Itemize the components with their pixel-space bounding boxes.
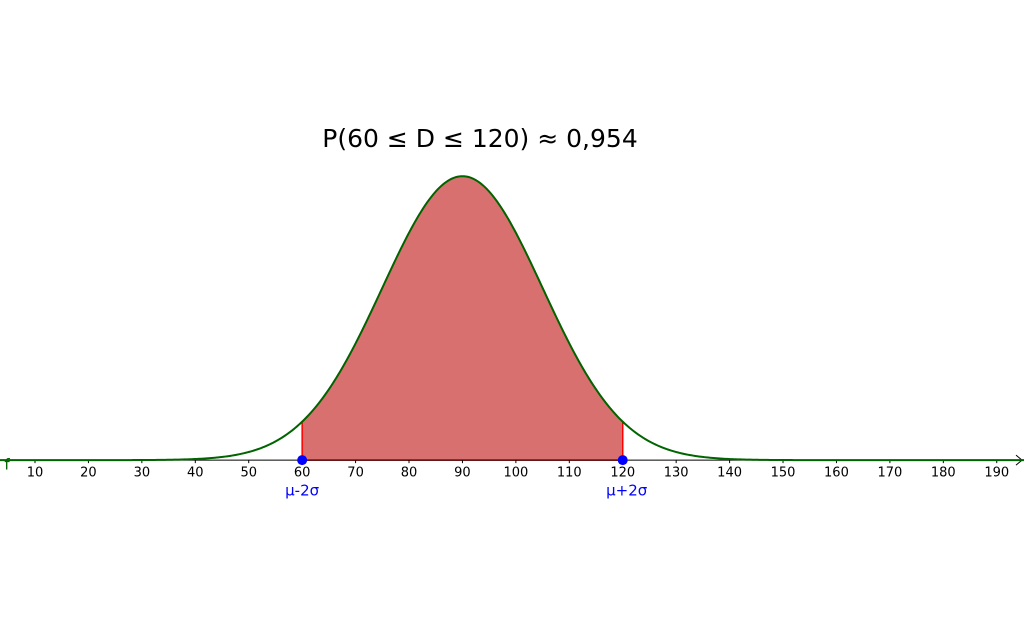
- x-tick-label: 20: [80, 466, 97, 481]
- curve-label: f: [4, 456, 10, 474]
- x-tick-label: 30: [134, 466, 151, 481]
- point: [617, 455, 628, 466]
- x-tick-label: 70: [347, 466, 364, 481]
- x-tick-label: 150: [771, 466, 796, 481]
- point-label: μ-2σ: [285, 482, 319, 500]
- x-tick-label: 120: [610, 466, 635, 481]
- x-tick-label: 190: [984, 466, 1009, 481]
- point: [297, 455, 308, 466]
- density-curve: [0, 175, 1024, 462]
- probability-area: [301, 175, 624, 461]
- x-tick-label: 60: [294, 466, 311, 481]
- x-tick-label: 140: [717, 466, 742, 481]
- x-tick-label: 40: [187, 466, 204, 481]
- x-tick-label: 170: [877, 466, 902, 481]
- x-tick-label: 100: [503, 466, 528, 481]
- chart-title: P(60 ≤ D ≤ 120) ≈ 0,954: [322, 124, 637, 153]
- x-tick-label: 160: [824, 466, 849, 481]
- point-label: μ+2σ: [606, 482, 648, 500]
- x-tick-label: 10: [27, 466, 44, 481]
- x-tick-label: 110: [557, 466, 582, 481]
- x-tick-label: 80: [401, 466, 418, 481]
- x-tick-label: 130: [664, 466, 689, 481]
- x-tick-label: 90: [454, 466, 471, 481]
- x-tick-label: 180: [931, 466, 956, 481]
- x-tick-label: 50: [240, 466, 257, 481]
